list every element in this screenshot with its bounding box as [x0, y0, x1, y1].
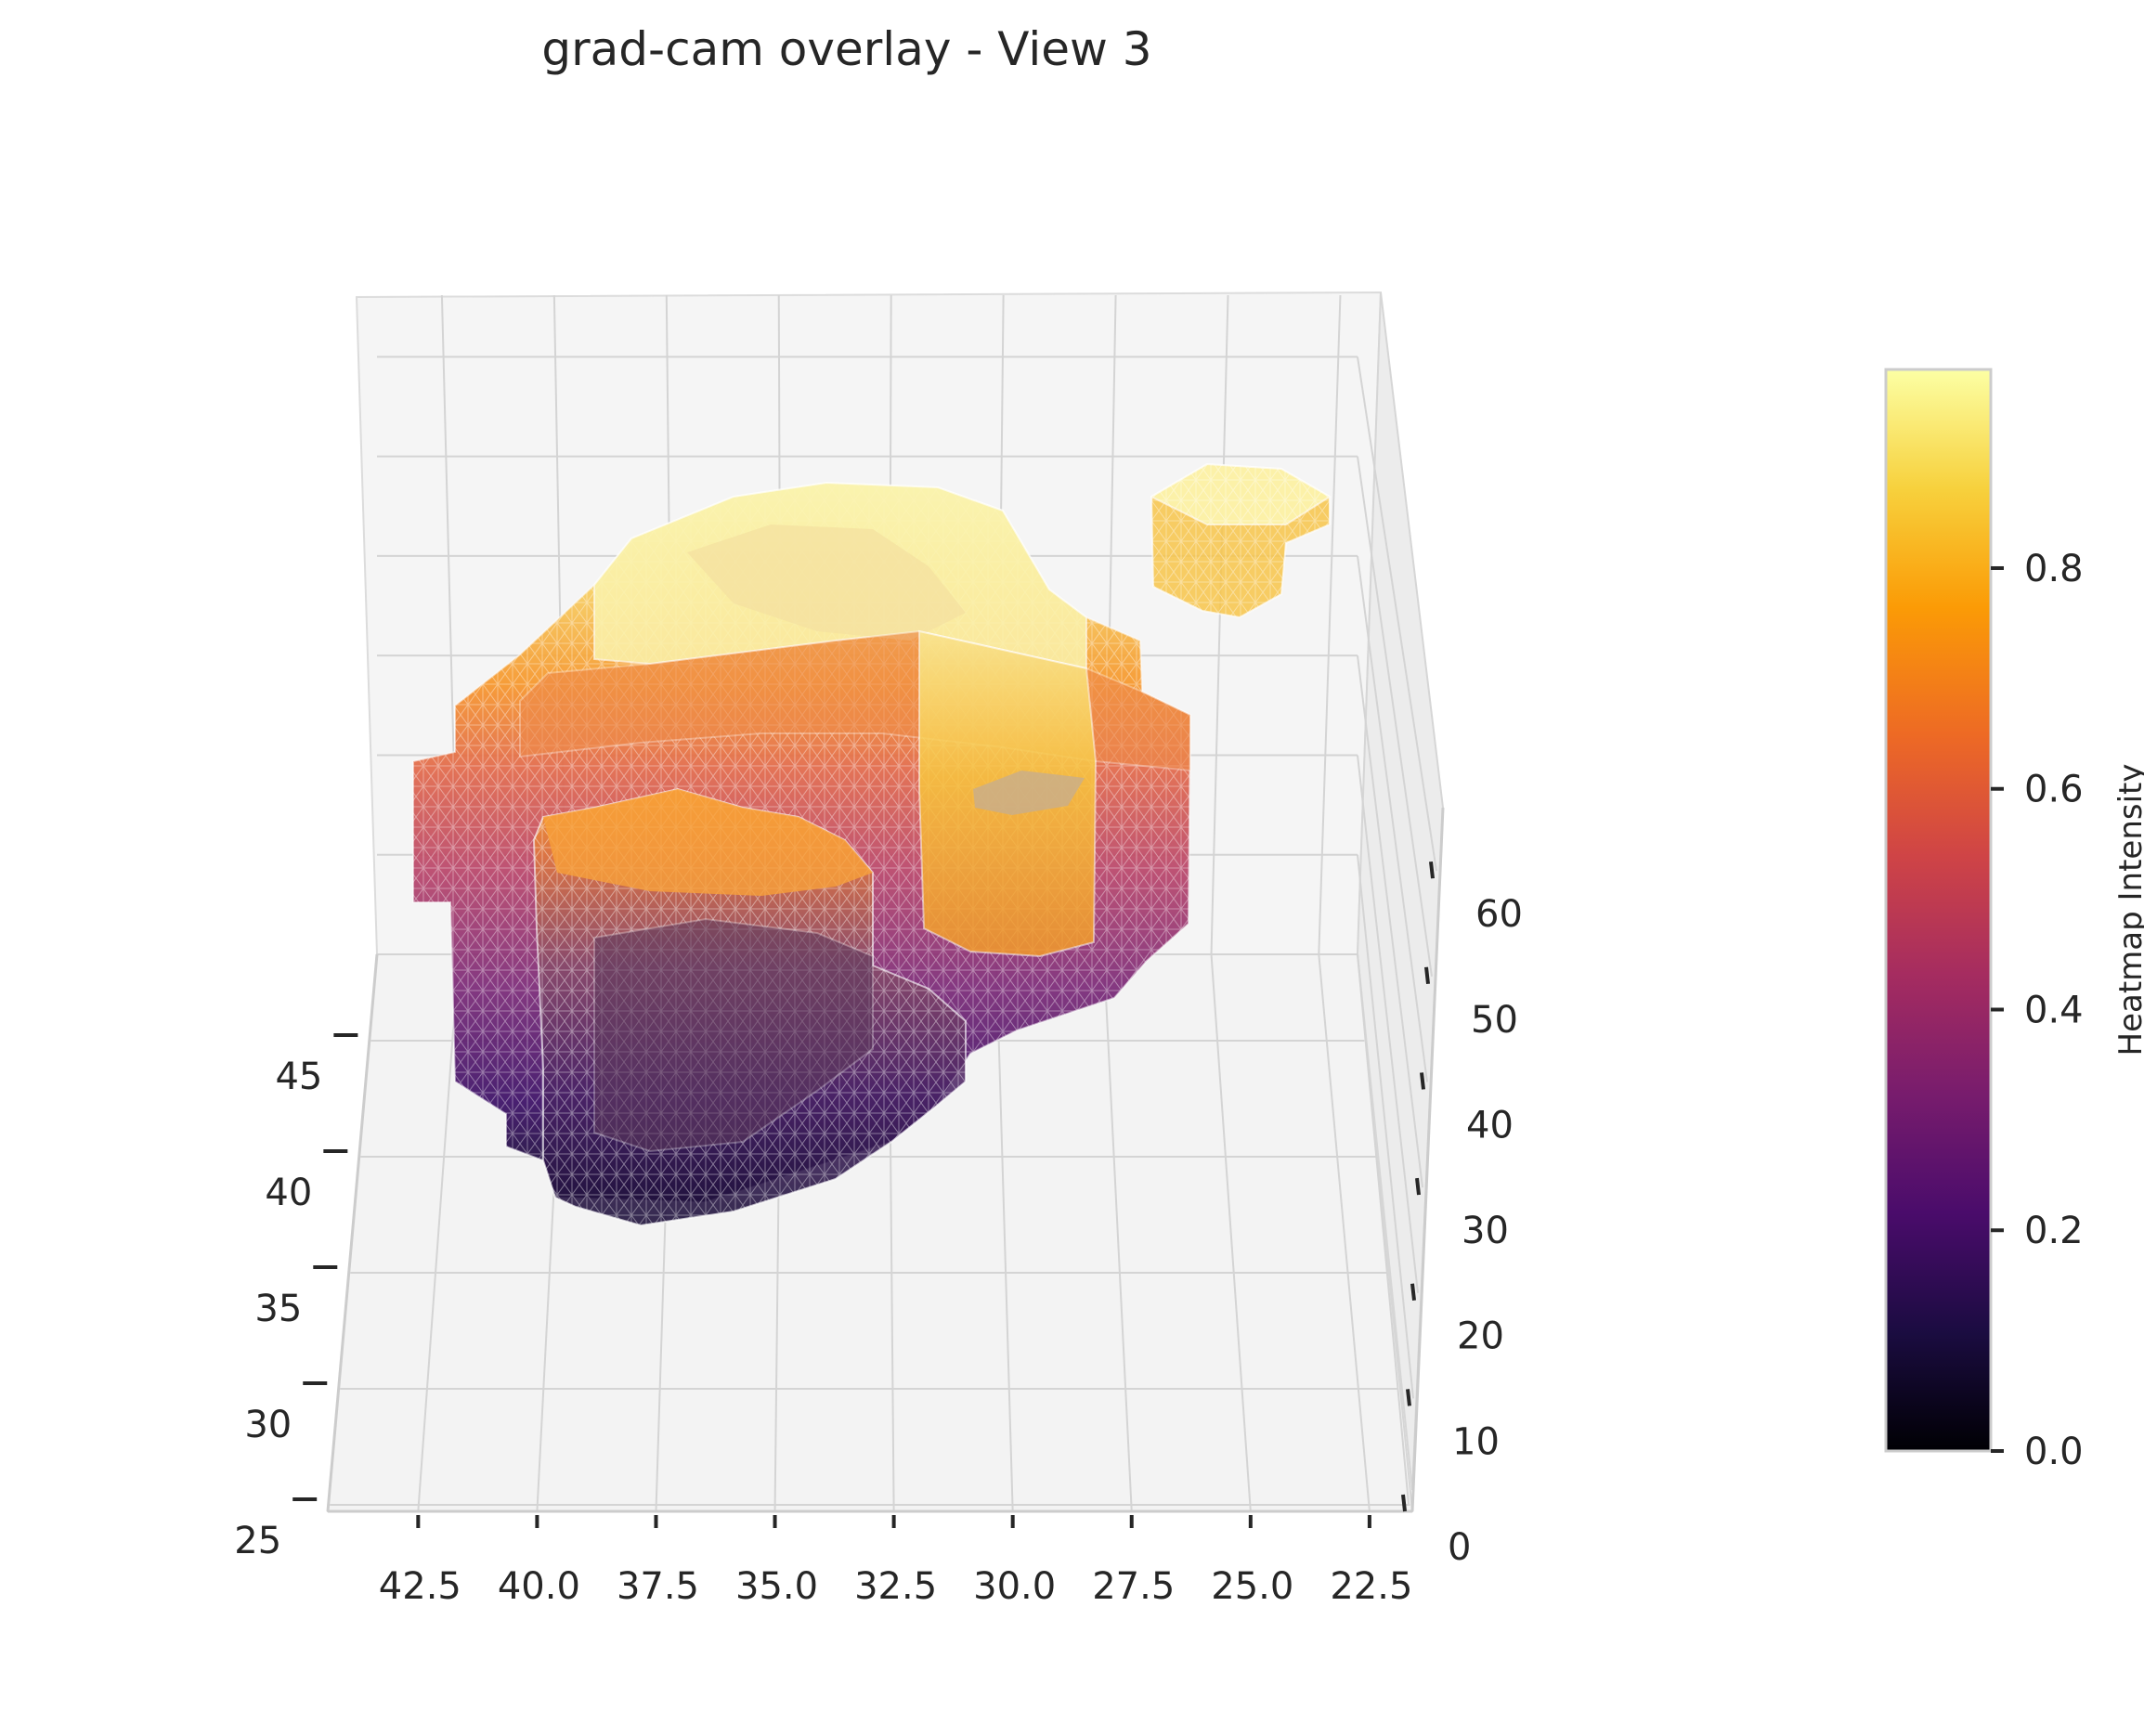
front-lobe-cap: [543, 789, 873, 896]
z-side-gridline: [1357, 854, 1414, 1399]
z-tick-mark: [1420, 1072, 1425, 1090]
y-tick-label: 35: [254, 1288, 302, 1330]
z-side-gridline: [1357, 555, 1428, 1082]
x-tick-label: 42.5: [379, 1565, 461, 1608]
z-side-gridline: [1357, 456, 1433, 977]
x-tick-label: 30.0: [973, 1565, 1056, 1608]
colorbar-label: Heatmap Intensity: [2112, 764, 2144, 1056]
z-tick-label: 50: [1471, 999, 1518, 1042]
colorbar-tick-label: 0.8: [2024, 548, 2084, 590]
z-side-gridline: [1357, 356, 1437, 872]
colorbar-ticks: 0.0 0.2 0.4 0.6 0.8: [1991, 548, 2084, 1473]
z-tick-label: 0: [1448, 1526, 1471, 1569]
x-back-gridline: [1318, 294, 1342, 955]
z-tick-label: 40: [1466, 1104, 1514, 1147]
y-tick-label: 25: [234, 1520, 281, 1562]
x-tick-label: 27.5: [1092, 1565, 1175, 1608]
x-tick-label: 32.5: [854, 1565, 937, 1608]
x-gridline: [1210, 953, 1252, 1512]
z-tick-mark: [1429, 861, 1435, 879]
z-side-gridline: [1357, 953, 1410, 1505]
z-side-gridline: [1357, 655, 1423, 1188]
y-tick-label: 45: [275, 1056, 322, 1098]
x-gridline: [1102, 953, 1133, 1512]
colorbar-tick-label: 0.0: [2024, 1431, 2084, 1473]
z-tick-mark: [1406, 1389, 1411, 1406]
x-back-gridline: [1210, 294, 1229, 955]
x-gridline: [417, 953, 460, 1512]
front-inner-box: [593, 917, 874, 1153]
z-tick-mark: [1424, 966, 1430, 985]
chart-title: grad-cam overlay - View 3: [541, 22, 1151, 76]
x-gridline: [994, 953, 1014, 1512]
upper-inner-dip: [687, 525, 966, 641]
z-tick-mark: [1410, 1283, 1416, 1301]
z-axis-ticks: 0 10 20 30 40 50 60: [1401, 861, 1523, 1569]
x-tick-label: 25.0: [1211, 1565, 1293, 1608]
z-tick-label: 20: [1457, 1315, 1504, 1358]
gradcam-volume: [412, 462, 1332, 1227]
z-side-gridline: [1357, 755, 1419, 1293]
colorbar-tick-label: 0.2: [2024, 1210, 2084, 1252]
y-tick-label: 40: [265, 1172, 312, 1214]
z-tick-mark: [1401, 1494, 1407, 1512]
right-hole: [973, 771, 1085, 815]
z-tick-mark: [1415, 1177, 1421, 1196]
x-tick-label: 35.0: [735, 1565, 818, 1608]
x-axis-ticks: 42.5 40.0 37.5 35.0 32.5 30.0 27.5 25.0 22.5: [379, 1515, 1412, 1608]
colorbar-tick-label: 0.6: [2024, 769, 2084, 811]
z-tick-label: 10: [1452, 1420, 1500, 1463]
y-axis-line: [326, 953, 379, 1512]
colorbar-tick-label: 0.4: [2024, 989, 2084, 1031]
z-tick-label: 60: [1475, 893, 1523, 936]
floating-blob-mesh: [1151, 464, 1330, 617]
colorbar-gradient: [1884, 368, 1993, 1453]
y-axis-ticks: 25 30 35 40 45: [234, 1033, 358, 1562]
y-tick-label: 30: [244, 1404, 292, 1446]
z-tick-label: 30: [1462, 1210, 1509, 1252]
colorbar: 0.0 0.2 0.4 0.6 0.8 Heatmap Intensity: [1884, 368, 2144, 1473]
x-gridline: [1318, 953, 1371, 1512]
x-tick-label: 40.0: [498, 1565, 580, 1608]
z-axis-line: [1410, 807, 1445, 1512]
x-tick-label: 37.5: [617, 1565, 699, 1608]
x-tick-label: 22.5: [1330, 1565, 1412, 1608]
